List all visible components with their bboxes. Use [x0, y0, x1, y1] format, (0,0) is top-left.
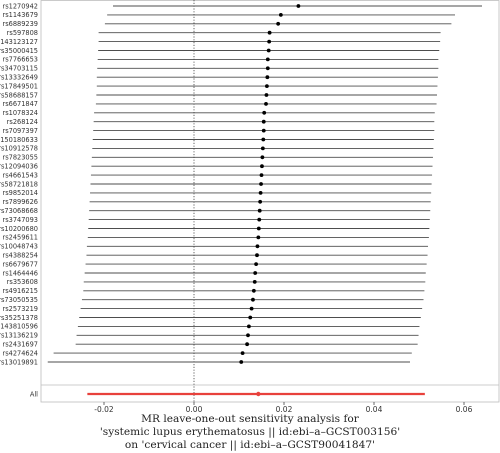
estimate-point: [259, 182, 263, 186]
snp-label: rs2431697: [2, 341, 38, 349]
estimate-point: [278, 13, 283, 17]
snp-label: rs73050535: [0, 296, 38, 304]
snp-label: rs143810596: [0, 323, 38, 331]
snp-label: rs17849501: [0, 82, 38, 90]
snp-label: rs7823055: [2, 154, 38, 162]
snp-label: rs58721818: [0, 180, 38, 188]
estimate-point: [261, 119, 266, 124]
snp-label: rs1464446: [2, 269, 38, 277]
overall-estimate-point: [256, 391, 261, 397]
estimate-point: [296, 4, 301, 8]
snp-label: rs58688157: [0, 91, 38, 99]
estimate-point: [258, 199, 263, 204]
estimate-point: [265, 57, 270, 62]
snp-label: rs150180633: [0, 136, 38, 144]
snp-label: rs353608: [7, 278, 38, 286]
estimate-point: [260, 146, 265, 151]
estimate-point: [261, 128, 266, 133]
estimate-point: [253, 271, 258, 275]
x-tick-label: 0.00: [186, 405, 203, 412]
estimate-point: [260, 155, 265, 160]
estimate-point: [252, 280, 257, 284]
estimate-point: [260, 164, 264, 169]
snp-label: rs4274624: [2, 349, 38, 357]
snp-label: rs35000415: [0, 47, 38, 55]
snp-label: rs4388254: [2, 252, 38, 260]
snp-label: rs13019891: [0, 358, 38, 366]
snp-label: rs10200680: [0, 225, 38, 233]
snp-label: rs4916215: [2, 287, 38, 295]
x-tick-label: 0.04: [366, 405, 383, 412]
snp-label: rs1270942: [2, 2, 38, 10]
estimate-point: [265, 66, 270, 71]
estimate-point: [239, 360, 244, 364]
estimate-point: [256, 226, 261, 231]
caption-line-3: on 'cervical cancer || id:ebi–a–GCST9004…: [124, 439, 376, 451]
caption-line-1: MR leave-one-out sensitivity analysis fo…: [141, 413, 359, 425]
x-tick-label: -0.02: [94, 405, 114, 412]
snp-label: rs73068668: [0, 207, 38, 215]
estimate-point: [254, 262, 258, 266]
estimate-point: [265, 75, 270, 80]
snp-label: rs268124: [7, 118, 38, 126]
estimate-point: [256, 235, 261, 240]
snp-label: rs6671847: [2, 100, 38, 108]
snp-label: rs13136219: [0, 332, 38, 340]
estimate-point: [245, 342, 250, 347]
snp-label: rs597808: [7, 29, 38, 37]
estimate-point: [258, 191, 263, 195]
snp-label: rs34703115: [0, 65, 38, 73]
snp-label: rs143123127: [0, 38, 38, 46]
estimate-point: [264, 102, 268, 106]
snp-label: rs35251378: [0, 314, 38, 322]
estimate-point: [261, 137, 266, 142]
snp-label: rs3747093: [2, 216, 38, 224]
estimate-point: [267, 30, 272, 35]
snp-label: rs10912578: [0, 145, 38, 153]
snp-label: rs12094036: [0, 163, 38, 171]
snp-label: rs13332649: [0, 74, 38, 82]
estimate-point: [262, 110, 267, 115]
caption-line-2: 'systemic lupus erythematosus || id:ebi–…: [99, 426, 401, 438]
estimate-point: [259, 173, 264, 178]
estimate-point: [251, 288, 256, 293]
estimate-point: [240, 351, 245, 355]
x-tick-label: 0.06: [456, 405, 473, 412]
snp-label: rs7766653: [2, 56, 38, 64]
snp-label: rs2459611: [2, 234, 38, 242]
estimate-point: [266, 48, 271, 53]
snp-label: rs7899626: [2, 198, 38, 206]
estimate-point: [264, 93, 269, 97]
snp-label: rs2573219: [2, 305, 38, 313]
estimate-point: [249, 306, 254, 311]
figure-caption: MR leave-one-out sensitivity analysis fo…: [0, 413, 500, 452]
snp-label: rs7097397: [2, 127, 38, 135]
estimate-point: [247, 324, 251, 329]
forest-plot: rs1270942rs1143679rs6889239rs597808rs143…: [0, 0, 500, 412]
estimate-point: [251, 297, 255, 302]
estimate-point: [265, 84, 269, 88]
plot-panel: [40, 0, 500, 403]
x-tick-label: 0.02: [276, 405, 293, 412]
snp-label: rs9852014: [2, 189, 38, 197]
estimate-point: [255, 253, 259, 258]
snp-label: rs1078324: [2, 109, 38, 117]
snp-label: rs6889239: [2, 20, 38, 28]
overall-label: All: [30, 390, 38, 398]
snp-label: rs1143679: [2, 11, 38, 19]
estimate-point: [246, 333, 250, 338]
estimate-point: [267, 39, 272, 44]
estimate-point: [257, 217, 262, 222]
snp-label: rs4661543: [2, 171, 38, 179]
snp-label: rs10048743: [0, 243, 38, 251]
estimate-point: [276, 21, 281, 26]
snp-label: rs6679677: [2, 260, 38, 268]
estimate-point: [248, 315, 253, 320]
estimate-point: [255, 244, 260, 249]
estimate-point: [257, 208, 262, 213]
